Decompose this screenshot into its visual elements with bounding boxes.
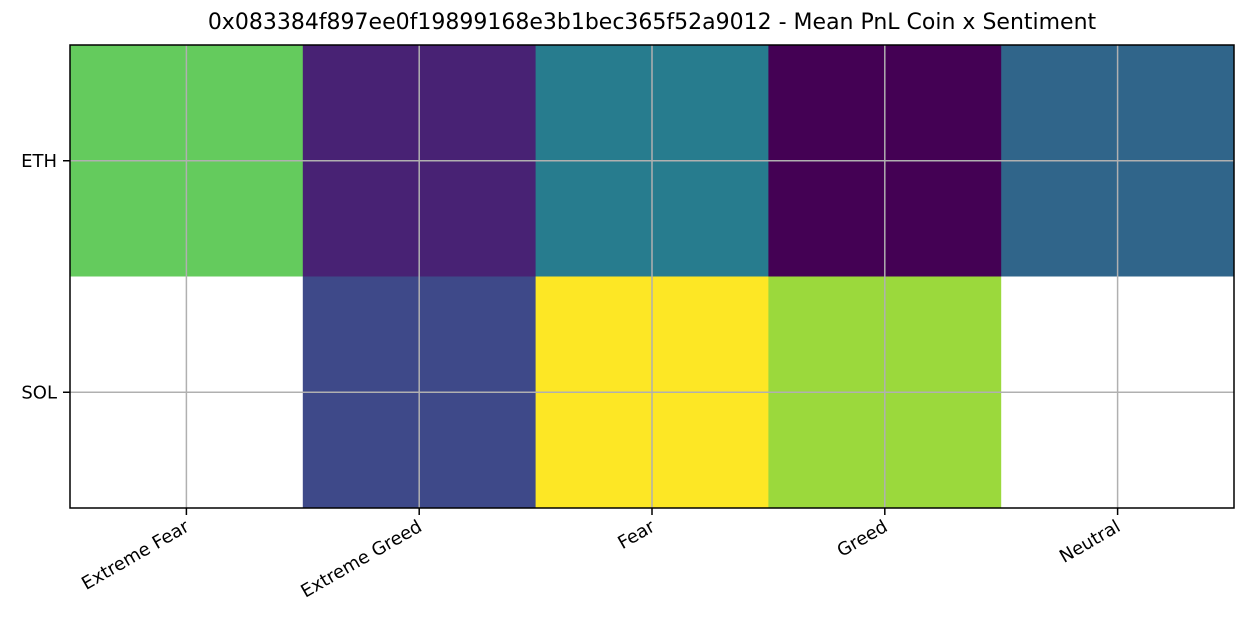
x-tick-label: Neutral	[1056, 516, 1124, 567]
y-axis: ETH SOL	[21, 151, 70, 403]
grid-lines	[70, 45, 1234, 508]
y-tick-label: SOL	[21, 382, 57, 403]
chart-title: 0x083384f897ee0f19899168e3b1bec365f52a90…	[207, 10, 1097, 35]
y-tick-label: ETH	[21, 151, 57, 172]
x-tick-label: Extreme Greed	[297, 516, 425, 602]
x-tick-label: Extreme Fear	[78, 516, 193, 595]
x-tick-label: Fear	[614, 516, 659, 554]
x-axis: Extreme Fear Extreme Greed Fear Greed Neutra…	[78, 508, 1124, 602]
x-tick-label: Greed	[834, 516, 892, 561]
